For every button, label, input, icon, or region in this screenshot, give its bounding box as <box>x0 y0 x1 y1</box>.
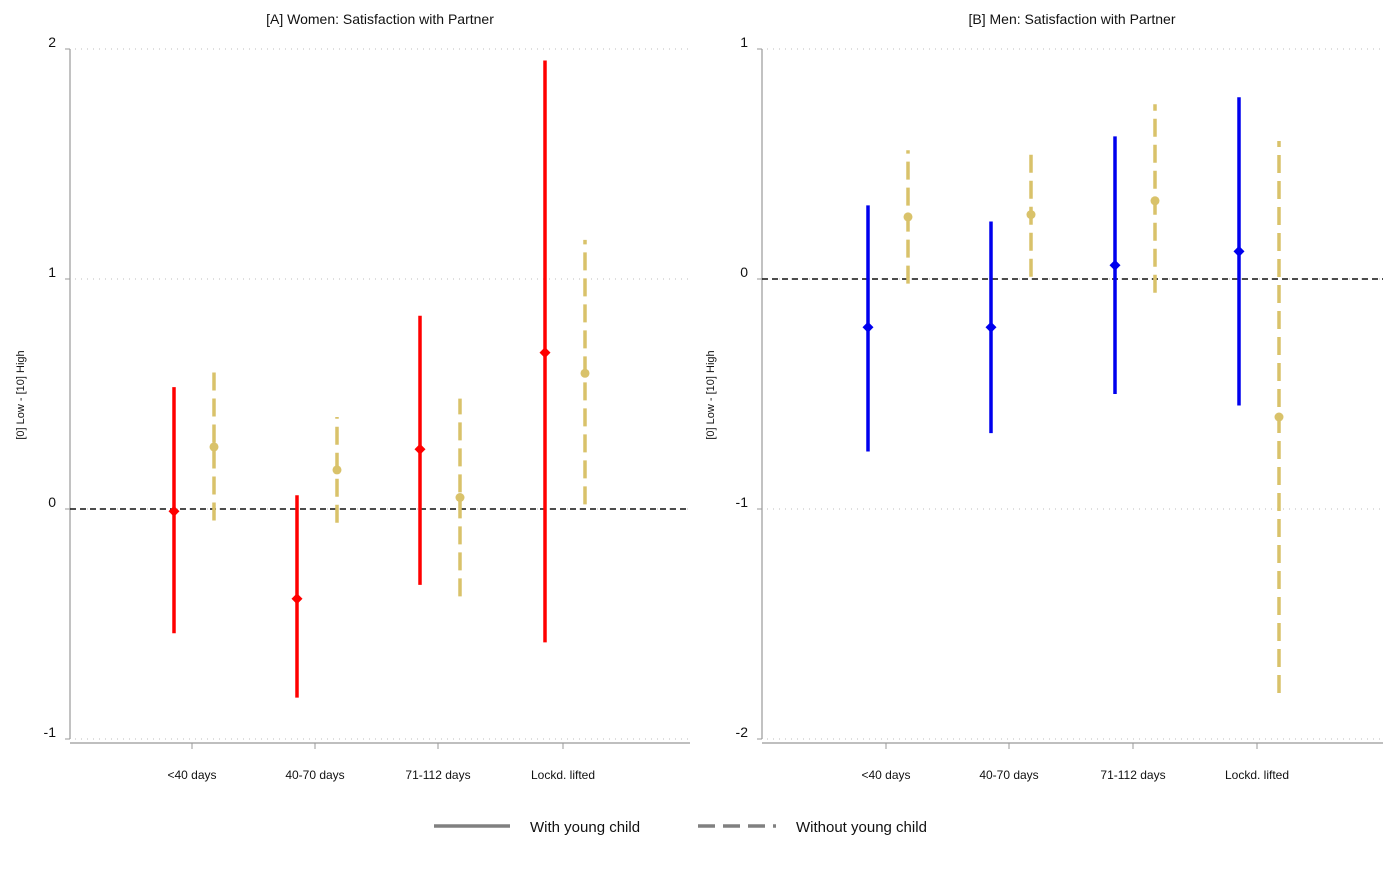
legend-label-with-child: With young child <box>530 819 640 836</box>
x-tick-label: 40-70 days <box>285 768 344 782</box>
y-tick-label: -1 <box>44 724 57 740</box>
point-estimate <box>862 321 874 333</box>
y-axis-label: [0] Low - [10] High <box>15 350 27 439</box>
point-estimate <box>580 368 590 378</box>
point-estimate <box>209 442 219 452</box>
x-tick-label: 71-112 days <box>1100 768 1165 782</box>
chart-title: [B] Men: Satisfaction with Partner <box>969 11 1176 27</box>
point-estimate <box>1109 259 1121 271</box>
point-estimate <box>1233 245 1245 257</box>
x-tick-label: 71-112 days <box>405 768 470 782</box>
gridlines <box>767 48 1383 740</box>
y-tick-label: -1 <box>736 494 749 510</box>
point-estimate <box>1150 196 1160 206</box>
data-marks <box>70 60 690 698</box>
data-marks <box>762 97 1383 693</box>
chart-title: [A] Women: Satisfaction with Partner <box>266 11 494 27</box>
y-tick-labels: -1 0 1 2 <box>44 34 57 740</box>
axes <box>757 48 1383 749</box>
x-tick-label: <40 days <box>167 768 216 782</box>
point-estimate <box>539 347 551 359</box>
point-estimate <box>1274 412 1284 422</box>
y-tick-label: 2 <box>48 34 56 50</box>
x-tick-labels: <40 days 40-70 days 71-112 days Lockd. lift… <box>861 768 1289 782</box>
y-tick-labels: -2 -1 0 1 <box>736 34 749 740</box>
point-estimate <box>455 493 465 502</box>
point-estimate <box>1026 210 1036 220</box>
x-tick-label: Lockd. lifted <box>1225 768 1289 782</box>
y-tick-label: -2 <box>736 724 749 740</box>
x-tick-label: 40-70 days <box>979 768 1038 782</box>
gridlines <box>75 48 690 740</box>
point-estimate <box>332 465 342 475</box>
panel-women: [A] Women: Satisfaction with Partner [0]… <box>15 11 690 782</box>
y-tick-label: 0 <box>740 264 748 280</box>
legend: With young child Without young child <box>434 819 927 836</box>
point-estimate <box>291 593 303 605</box>
legend-label-without-child: Without young child <box>796 819 927 836</box>
point-estimate <box>168 505 180 517</box>
axes <box>65 48 690 749</box>
point-estimate <box>985 321 997 333</box>
y-axis-label: [0] Low - [10] High <box>705 350 717 439</box>
y-tick-label: 1 <box>740 34 748 50</box>
x-tick-label: Lockd. lifted <box>531 768 595 782</box>
point-estimate <box>414 443 426 455</box>
y-tick-label: 1 <box>48 264 56 280</box>
y-tick-label: 0 <box>48 494 56 510</box>
panel-men: [B] Men: Satisfaction with Partner [0] L… <box>705 11 1383 782</box>
x-tick-labels: <40 days 40-70 days 71-112 days Lockd. lift… <box>167 768 595 782</box>
point-estimate <box>903 212 913 222</box>
x-tick-label: <40 days <box>861 768 910 782</box>
